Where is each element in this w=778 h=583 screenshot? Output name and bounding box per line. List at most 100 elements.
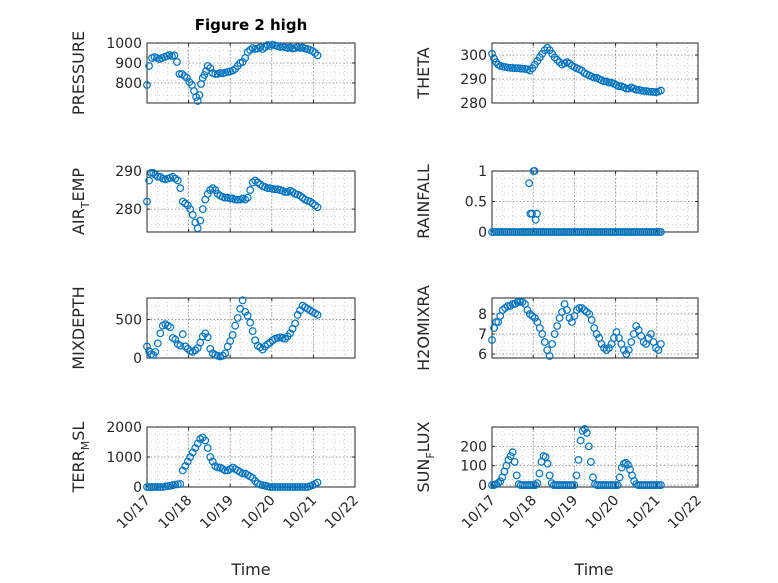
- data-point: [147, 169, 156, 177]
- y-tick-label: 7: [478, 327, 487, 343]
- data-point: [615, 473, 624, 482]
- data-point: [313, 203, 322, 212]
- data-point: [535, 469, 544, 478]
- data-point: [488, 49, 496, 58]
- data-point: [193, 224, 202, 233]
- data-point: [271, 483, 280, 491]
- data-point: [622, 84, 631, 93]
- x-tick-label: 10/22: [665, 493, 705, 533]
- data-point: [578, 426, 587, 435]
- data-point: [153, 339, 162, 348]
- data-point: [647, 87, 655, 96]
- data-point: [176, 341, 185, 350]
- data-point: [565, 59, 574, 68]
- y-tick-label: 8: [478, 307, 487, 323]
- data-point: [221, 466, 230, 475]
- data-point: [548, 340, 557, 348]
- y-tick-label: 1000: [106, 450, 142, 466]
- data-point: [276, 483, 285, 491]
- x-axis-label-right: Time: [573, 560, 613, 579]
- x-tick-label: 10/19: [197, 493, 237, 533]
- data-point: [143, 342, 151, 351]
- data-point: [503, 63, 512, 72]
- axes-box: [146, 170, 356, 233]
- data-point: [213, 463, 222, 472]
- data-point: [273, 483, 282, 491]
- data-point: [649, 88, 658, 96]
- data-point: [510, 457, 519, 466]
- y-tick-label: 800: [115, 76, 142, 92]
- data-point: [153, 483, 162, 491]
- data-point: [238, 58, 247, 66]
- data-point: [156, 483, 165, 491]
- y-tick-label: 500: [115, 313, 142, 329]
- data-point: [288, 483, 297, 491]
- data-point: [498, 306, 507, 314]
- data-point: [600, 77, 608, 86]
- data-point: [201, 436, 210, 445]
- data-point: [555, 58, 564, 67]
- data-point: [176, 184, 185, 193]
- data-point: [652, 344, 660, 352]
- data-point: [577, 304, 586, 312]
- data-point: [170, 51, 179, 60]
- axes-box: [491, 42, 699, 104]
- data-point: [513, 298, 522, 306]
- data-point: [577, 66, 586, 75]
- y-tick-label: 900: [115, 56, 142, 72]
- data-point: [178, 466, 187, 475]
- data-point: [506, 302, 515, 310]
- data-point: [657, 228, 665, 236]
- data-point: [191, 444, 200, 452]
- data-point: [526, 310, 534, 318]
- data-point: [221, 349, 230, 358]
- data-point: [281, 334, 290, 343]
- data-point: [597, 340, 606, 348]
- y-tick-label: 0: [478, 478, 487, 494]
- data-point: [238, 296, 247, 305]
- data-point: [243, 193, 252, 202]
- data-point: [541, 453, 550, 461]
- data-point: [196, 216, 205, 225]
- x-tick-label: 10/22: [322, 493, 362, 533]
- data-point: [639, 338, 648, 346]
- data-point: [181, 462, 190, 470]
- y-axis-label: H2OMIXRA: [414, 285, 433, 371]
- data-point: [221, 193, 230, 202]
- data-point: [627, 338, 636, 346]
- data-point: [283, 483, 292, 491]
- y-axis-label: SUNFLUX: [414, 421, 437, 492]
- axes-box: [146, 297, 356, 359]
- data-point: [592, 330, 601, 338]
- data-point: [183, 74, 191, 82]
- data-point: [508, 64, 517, 72]
- data-point: [298, 483, 307, 491]
- subplot-1: 800 900 1000 PRESSURE: [69, 31, 356, 115]
- data-point: [538, 330, 547, 338]
- axes-box: [491, 297, 699, 359]
- data-point: [622, 350, 631, 358]
- data-point: [613, 481, 622, 489]
- data-point: [149, 169, 158, 177]
- data-point: [228, 331, 237, 339]
- subplot-5: 0 500 MIXDEPTH: [69, 286, 356, 370]
- x-tick-label: 10/18: [156, 493, 196, 533]
- data-point: [238, 469, 247, 478]
- axes-box: [146, 42, 356, 104]
- y-tick-label: 1: [478, 164, 487, 180]
- data-point: [525, 179, 533, 188]
- data-point: [251, 477, 260, 485]
- data-point: [286, 483, 295, 491]
- data-point: [512, 471, 521, 480]
- data-point: [203, 333, 212, 342]
- data-point: [639, 87, 648, 95]
- data-point: [268, 483, 277, 491]
- x-tick-label: 10/21: [280, 493, 320, 533]
- data-point: [629, 330, 638, 338]
- data-point: [644, 334, 653, 342]
- data-point: [558, 308, 566, 316]
- data-point: [600, 344, 608, 352]
- data-point: [231, 195, 240, 204]
- data-point: [508, 300, 517, 308]
